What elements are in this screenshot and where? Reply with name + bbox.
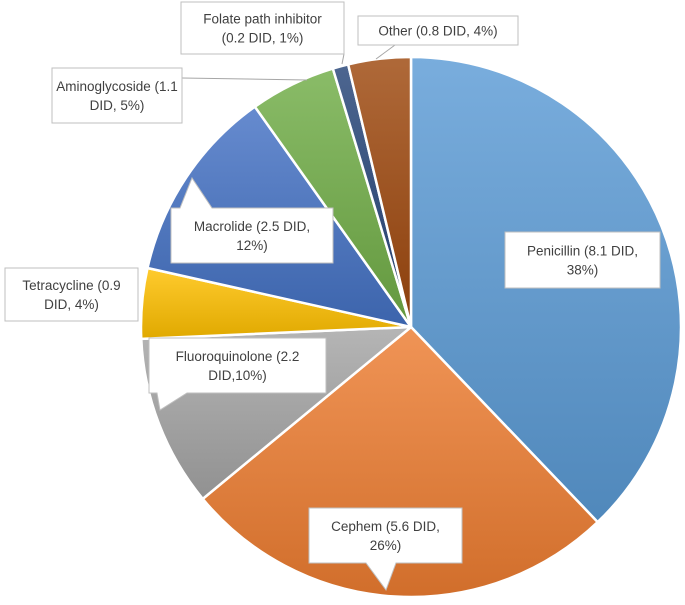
data-label-macrolide: Macrolide (2.5 DID, 12%) — [170, 176, 334, 264]
callout-box-tetracycline — [4, 267, 139, 322]
data-label-text: 38%) — [567, 263, 599, 278]
data-label-text: DID, 5%) — [90, 98, 145, 113]
callout-box-other — [357, 15, 519, 46]
data-label-text: Fluoroquinolone (2.2 — [176, 349, 300, 364]
pie-slice-cephem — [201, 325, 599, 599]
leader-line-other — [375, 44, 396, 60]
data-label-text: 12%) — [236, 238, 268, 253]
pie-data-labels: Penicillin (8.1 DID, 38%) Cephem (5.6 DID,… — [4, 1, 661, 592]
data-label-text: Cephem (5.6 DID, — [331, 519, 440, 534]
pie-slice-penicillin — [409, 55, 683, 524]
leader-line-aminoglycoside — [181, 77, 308, 81]
callout-box-cephem — [308, 507, 463, 592]
data-label-other: Other (0.8 DID, 4%) — [357, 15, 519, 60]
callout-box-fluoroquinolone — [148, 337, 327, 411]
pie-slices — [139, 55, 683, 599]
callout-box-aminoglycoside — [51, 67, 183, 124]
data-label-text: Other (0.8 DID, 4%) — [378, 24, 497, 39]
data-label-aminoglycoside: Aminoglycoside (1.1 DID, 5%) — [51, 67, 308, 124]
data-label-folate-path-inhibitor: Folate path inhibitor (0.2 DID, 1%) — [180, 1, 345, 65]
data-label-text: Tetracycline (0.9 — [22, 278, 120, 293]
data-label-cephem: Cephem (5.6 DID, 26%) — [308, 507, 463, 592]
data-label-text: DID,10%) — [208, 368, 267, 383]
data-label-text: Aminoglycoside (1.1 — [56, 79, 178, 94]
data-label-text: Macrolide (2.5 DID, — [194, 219, 310, 234]
callout-box-macrolide — [170, 176, 334, 264]
callout-box-penicillin — [504, 231, 661, 289]
data-label-text: 26%) — [370, 538, 402, 553]
pie-slice-other — [346, 55, 413, 329]
callout-box-folate-path-inhibitor — [180, 1, 345, 55]
data-label-text: Folate path inhibitor — [203, 12, 322, 27]
leader-line-folate-path-inhibitor — [341, 53, 345, 65]
data-label-tetracycline: Tetracycline (0.9 DID, 4%) — [4, 267, 139, 322]
data-label-penicillin: Penicillin (8.1 DID, 38%) — [504, 231, 661, 289]
data-label-fluoroquinolone: Fluoroquinolone (2.2 DID,10%) — [148, 337, 327, 411]
data-label-text: DID, 4%) — [44, 297, 99, 312]
data-label-text: Penicillin (8.1 DID, — [527, 244, 638, 259]
data-label-text: (0.2 DID, 1%) — [222, 31, 304, 46]
